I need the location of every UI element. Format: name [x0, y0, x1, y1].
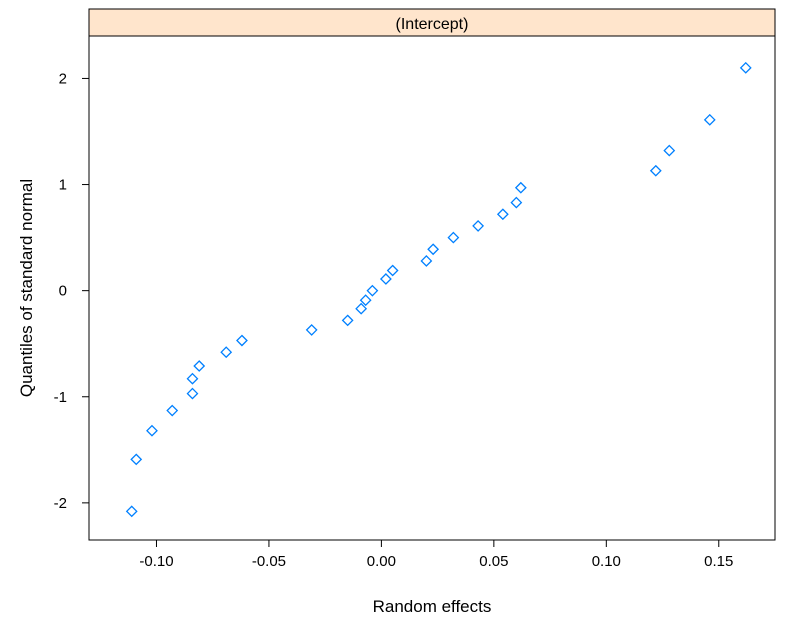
data-point: [663, 144, 676, 157]
data-point: [193, 360, 206, 372]
x-axis: -0.10 -0.05 0.00 0.05 0.10 0.15: [139, 540, 733, 570]
y-axis: -2 -1 0 1 2: [54, 70, 89, 512]
y-axis-title: Quantiles of standard normal: [17, 179, 36, 397]
x-tick-label: 0.05: [479, 553, 508, 570]
data-point: [146, 424, 158, 437]
data-point: [514, 181, 527, 194]
x-tick-label: 0.15: [704, 553, 733, 570]
data-point: [420, 255, 433, 267]
data-point: [355, 302, 368, 315]
data-point: [379, 273, 392, 285]
data-point: [472, 220, 485, 232]
panel-title: (Intercept): [396, 16, 469, 33]
data-point: [186, 372, 199, 385]
data-point: [359, 294, 372, 307]
data-point: [236, 334, 248, 347]
data-point: [341, 314, 354, 327]
panel-strip: [88, 8, 776, 37]
data-point: [386, 264, 399, 277]
data-point: [130, 453, 143, 466]
data-point: [447, 231, 460, 244]
y-tick-label: 2: [59, 70, 67, 87]
y-tick-label: -1: [54, 389, 67, 406]
x-tick-label: 0.00: [367, 553, 396, 570]
data-point: [366, 284, 379, 297]
data-point: [125, 505, 138, 518]
data-point: [496, 208, 509, 221]
x-tick-label: -0.05: [252, 553, 286, 570]
data-points: [125, 61, 752, 518]
plot-frame: [88, 35, 776, 541]
y-tick-label: -2: [54, 495, 67, 512]
y-tick-label: 1: [59, 177, 67, 194]
data-point: [220, 346, 233, 359]
data-point: [649, 164, 662, 177]
x-tick-label: 0.10: [592, 553, 621, 570]
data-point: [305, 323, 318, 336]
data-point: [186, 387, 199, 400]
data-point: [166, 404, 179, 417]
data-point: [427, 243, 440, 256]
x-tick-label: -0.10: [139, 553, 173, 570]
data-point: [739, 61, 752, 74]
data-point: [510, 196, 523, 209]
y-tick-label: 0: [59, 283, 67, 300]
x-axis-title: Random effects: [373, 597, 492, 616]
data-point: [703, 113, 716, 126]
